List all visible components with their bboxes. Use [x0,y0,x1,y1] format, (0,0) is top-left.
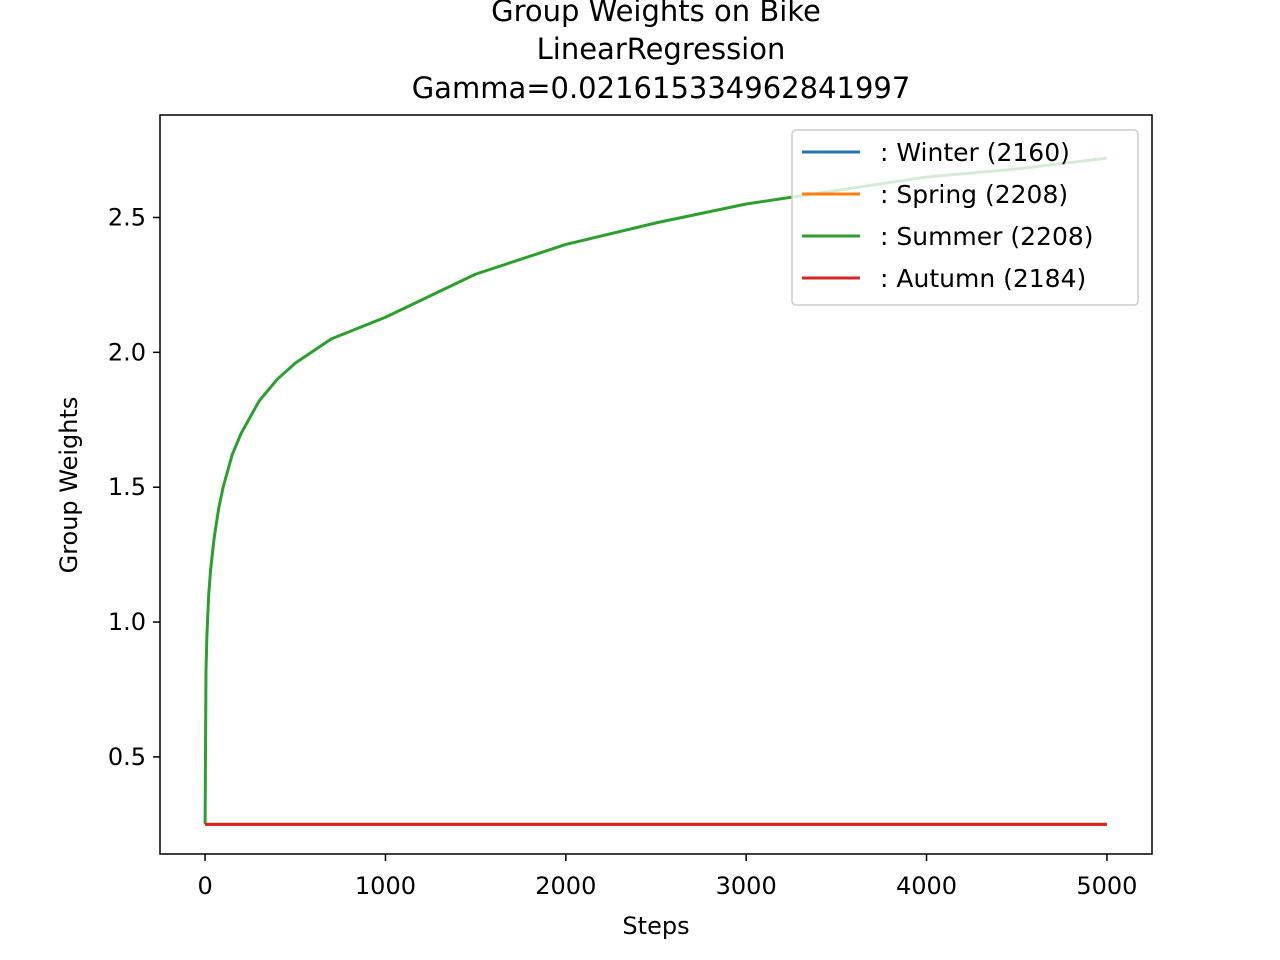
legend: : Winter (2160) : Spring (2208) : Summer (… [791,129,1139,306]
y-tick-label-3: 2.0 [108,338,146,366]
y-tick-label-1: 1.0 [108,608,146,636]
x-tick-label-2: 2000 [535,872,596,900]
y-axis-label: Group Weights [55,397,83,574]
x-axis-label: Steps [622,912,689,940]
chart-title: Group Weights on Bike LinearRegression G… [412,0,911,105]
y-tick-label-4: 2.5 [108,203,146,231]
series-line-2 [203,156,1108,825]
title-line-1: Group Weights on Bike [491,0,821,28]
legend-label-0: : Winter (2160) [880,138,1070,167]
legend-label-1: : Spring (2208) [880,180,1068,209]
y-axis-ticks: 0.5 1.0 1.5 2.0 2.5 [108,203,160,771]
y-tick-label-2: 1.5 [108,473,146,501]
legend-label-2: : Summer (2208) [880,222,1094,251]
x-axis-ticks: 0 1000 2000 3000 4000 5000 [197,854,1137,900]
x-tick-label-0: 0 [197,872,212,900]
x-tick-label-3: 3000 [716,872,777,900]
title-line-3: Gamma=0.021615334962841997 [412,71,911,105]
legend-label-3: : Autumn (2184) [880,264,1086,293]
x-tick-label-5: 5000 [1076,872,1137,900]
x-tick-label-4: 4000 [896,872,957,900]
plot-frame [159,114,1153,855]
y-tick-label-0: 0.5 [108,743,146,771]
series-layer [203,156,1108,826]
legend-box [791,129,1139,306]
title-line-2: LinearRegression [537,32,786,66]
x-tick-label-1: 1000 [355,872,416,900]
